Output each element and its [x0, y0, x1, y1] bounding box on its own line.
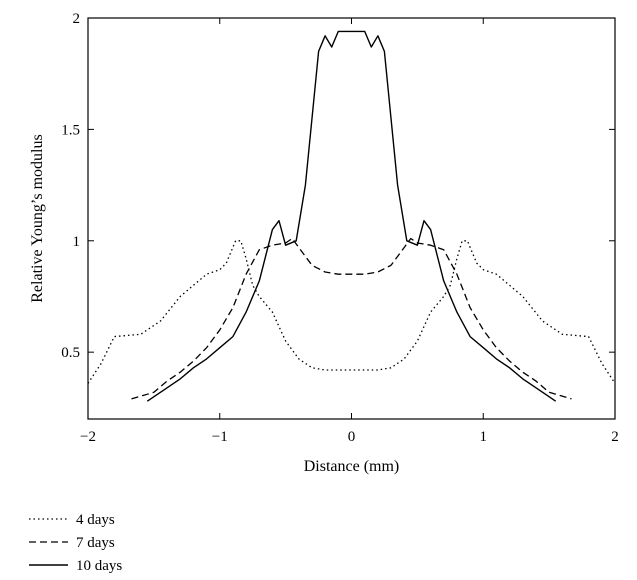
x-tick-label: 1 [480, 429, 488, 445]
x-tick-label: 0 [348, 429, 356, 445]
y-tick-label: 0.5 [61, 345, 80, 361]
legend: 4 days 7 days 10 days [29, 512, 122, 574]
x-tick-label: −1 [212, 429, 228, 445]
series-line-1 [87, 240, 616, 384]
series-line-2 [131, 237, 572, 400]
y-tick-label: 1 [73, 234, 81, 250]
legend-label-1: 4 days [76, 512, 115, 528]
x-axis: −2 −1 0 1 2 [80, 18, 619, 445]
y-axis-title: Relative Young’s modulus [29, 134, 46, 302]
x-tick-label: 2 [611, 429, 619, 445]
series-line-3 [146, 30, 557, 402]
x-axis-title: Distance (mm) [304, 458, 400, 475]
legend-label-2: 7 days [76, 535, 115, 551]
legend-label-3: 10 days [76, 558, 122, 574]
y-axis: 0.5 1 1.5 2 [61, 11, 615, 361]
plot-series [87, 30, 616, 402]
y-tick-label: 2 [73, 11, 81, 27]
plot-frame [87, 17, 616, 420]
y-tick-label: 1.5 [61, 122, 80, 138]
x-tick-label: −2 [80, 429, 96, 445]
